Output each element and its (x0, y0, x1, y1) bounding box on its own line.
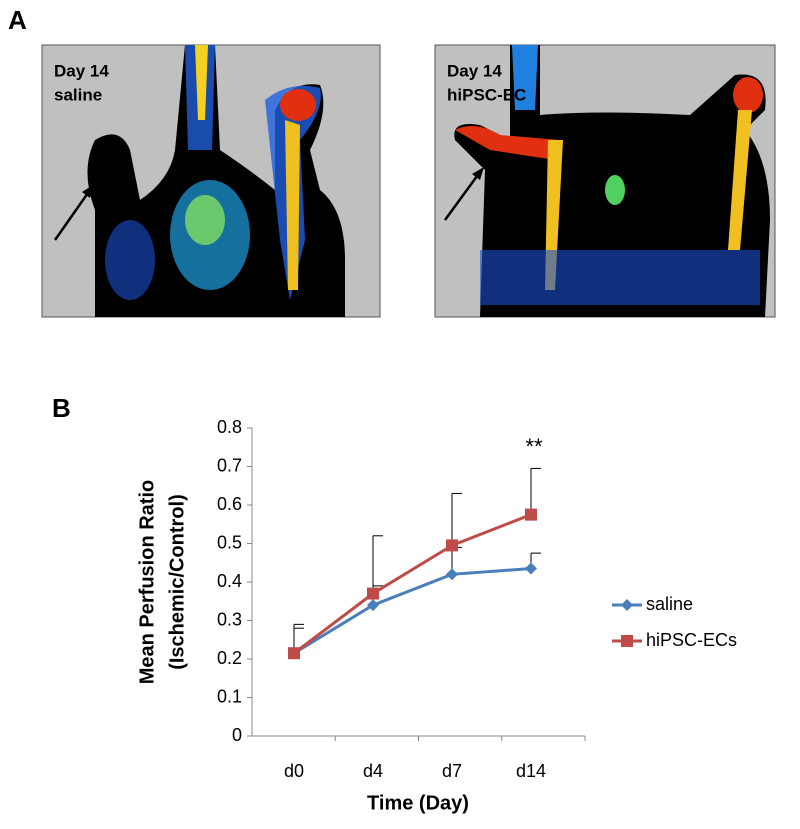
y-tick-label: 0 (232, 725, 242, 745)
y-axis-label: (Ischemic/Control) (166, 494, 188, 670)
x-tick-label: d4 (363, 761, 383, 781)
legend-marker (621, 635, 633, 647)
image-caption: Day 14 (54, 61, 109, 80)
x-tick-label: d0 (284, 761, 304, 781)
x-tick-label: d14 (516, 761, 546, 781)
image-caption: hiPSC-EC (447, 85, 526, 104)
marker (446, 539, 458, 552)
y-tick-label: 0.2 (217, 648, 242, 668)
legend-label: hiPSC-ECs (646, 630, 737, 650)
y-tick-label: 0.8 (217, 417, 242, 437)
image-caption: Day 14 (447, 61, 502, 80)
perfusion-image: Day 14 hiPSC-EC (434, 44, 776, 318)
x-axis-label: Time (Day) (367, 792, 469, 814)
image-caption: saline (54, 85, 102, 104)
marker (525, 562, 537, 575)
y-tick-label: 0.5 (217, 532, 242, 552)
annotation: ** (525, 434, 543, 459)
chart: 0 0.1 0.2 0.3 0.4 0.5 0.6 0.7 0.8 d0 d4 d7 d14 Time (… (136, 417, 737, 815)
marker (367, 587, 379, 600)
marker (525, 508, 537, 521)
y-tick-label: 0.3 (217, 609, 242, 629)
legend-marker (621, 599, 633, 611)
y-tick-label: 0.4 (217, 571, 242, 591)
perfusion-image: Day 14 saline (41, 44, 381, 318)
marker (446, 568, 458, 581)
legend-label: saline (646, 594, 693, 614)
marker (288, 647, 300, 660)
panel-label: B (52, 393, 71, 423)
panel-label: A (8, 5, 27, 35)
y-tick-label: 0.7 (217, 455, 242, 475)
x-tick-label: d7 (442, 761, 462, 781)
y-tick-label: 0.6 (217, 494, 242, 514)
y-axis-label: Mean Perfusion Ratio (136, 480, 158, 684)
marker (367, 599, 379, 612)
series-line (293, 567, 532, 655)
y-tick-label: 0.1 (217, 686, 242, 706)
series-line (293, 513, 532, 655)
